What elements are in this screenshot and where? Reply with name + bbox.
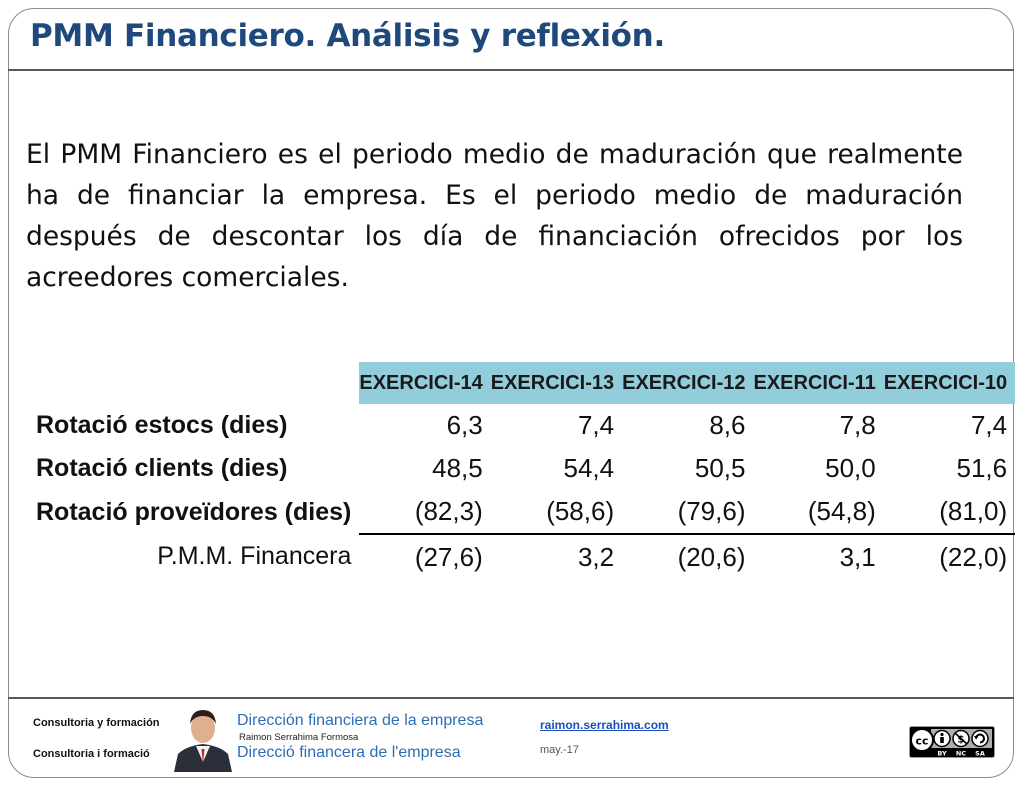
footer-label-es: Consultoria y formación [33, 717, 160, 729]
row-label: Rotació estocs (dies) [36, 411, 288, 439]
svg-text:$: $ [958, 735, 965, 746]
header-blank-cell [30, 362, 360, 404]
table-cell: 8,6 [709, 410, 746, 440]
table-cell: (58,6) [546, 496, 615, 526]
page-title: PMM Financiero. Análisis y reflexión. [30, 18, 665, 54]
table-cell: 51,6 [956, 453, 1008, 483]
table-row: Rotació proveïdores (dies) (82,3) (58,6)… [30, 490, 1015, 534]
author-photo [172, 702, 234, 772]
table-cell: 3,1 [753, 533, 884, 579]
footer-label-ca: Consultoria i formació [33, 748, 150, 760]
table-cell: (81,0) [939, 496, 1008, 526]
table-cell: 50,0 [825, 453, 876, 483]
column-header: EXERCICI-10 [883, 362, 1016, 404]
license-label: NC [956, 750, 966, 758]
table-cell: 7,8 [839, 410, 876, 440]
license-label: SA [975, 750, 985, 758]
row-label: Rotació clients (dies) [36, 454, 288, 482]
table-cell: (22,0) [883, 533, 1016, 579]
creative-commons-license-icon: cc $ BY NC SA [909, 726, 995, 758]
title-divider [8, 69, 1014, 71]
table-cell: 7,4 [577, 410, 615, 440]
table-row: Rotació clients (dies) 48,5 54,4 50,5 50… [30, 447, 1015, 490]
footer-date: may.-17 [540, 744, 579, 756]
footer-title-es: Dirección financiera de la empresa [237, 712, 484, 729]
table-cell: (79,6) [677, 496, 746, 526]
table-cell: 48,5 [432, 453, 483, 483]
column-header: EXERCICI-11 [753, 362, 884, 404]
table-cell: 6,3 [446, 410, 483, 440]
license-label: BY [937, 750, 947, 758]
table-cell: 50,5 [694, 453, 746, 483]
table-cell: 7,4 [970, 410, 1008, 440]
website-link[interactable]: raimon.serrahima.com [540, 718, 669, 732]
table-cell: 3,2 [490, 533, 623, 579]
svg-text:cc: cc [915, 735, 928, 748]
footer-title-ca: Direcció financera de l'empresa [237, 744, 461, 761]
footer-author: Raimon Serrahima Formosa [239, 732, 359, 743]
table-row: Rotació estocs (dies) 6,3 7,4 8,6 7,8 7,… [30, 404, 1015, 447]
table-row-total: P.M.M. Financera (27,6) 3,2 (20,6) 3,1 (… [30, 533, 1016, 579]
row-label: Rotació proveïdores (dies) [36, 497, 352, 526]
column-header: EXERCICI-14 [359, 362, 491, 404]
financial-table: EXERCICI-14 EXERCICI-13 EXERCICI-12 EXER… [30, 362, 1016, 579]
table-cell: (54,8) [807, 496, 876, 526]
table-header-row: EXERCICI-14 EXERCICI-13 EXERCICI-12 EXER… [30, 362, 1016, 404]
column-header: EXERCICI-12 [622, 362, 754, 404]
table-cell: (27,6) [359, 533, 491, 579]
intro-paragraph: El PMM Financiero es el periodo medio de… [26, 139, 963, 293]
table-cell: (82,3) [414, 496, 483, 526]
table-cell: 54,4 [563, 453, 615, 483]
row-label: P.M.M. Financera [157, 542, 352, 570]
footer-divider [8, 697, 1014, 699]
table-cell: (20,6) [622, 533, 754, 579]
column-header: EXERCICI-13 [490, 362, 623, 404]
